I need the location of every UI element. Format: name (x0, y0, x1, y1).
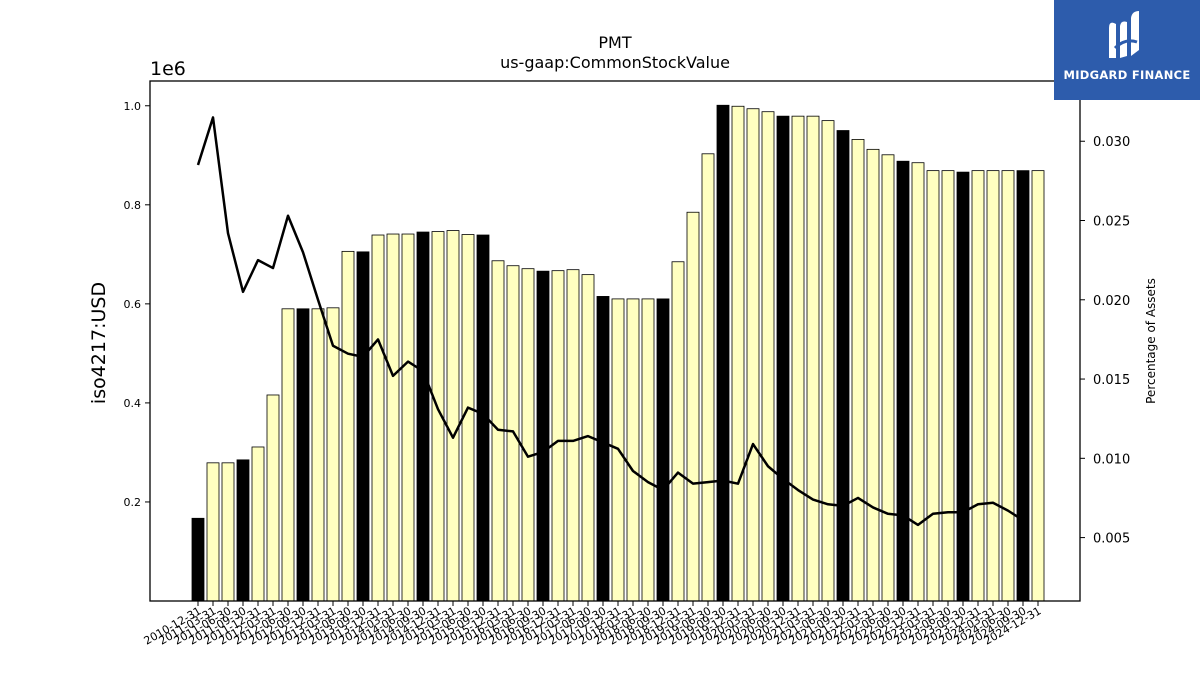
bars-layer (191, 104, 1045, 602)
bar (236, 459, 250, 602)
chart-subtitle: us-gaap:CommonStockValue (500, 53, 730, 72)
bar (926, 170, 940, 602)
bar (911, 162, 925, 602)
bar (956, 171, 970, 602)
chart-title: PMT (598, 33, 631, 52)
bar (686, 211, 700, 602)
bar (701, 153, 715, 602)
bar (731, 105, 745, 602)
y-tick-label: 0.6 (124, 298, 142, 311)
bar (746, 108, 760, 602)
bar (266, 394, 280, 602)
bar (536, 270, 550, 602)
plot-frame (149, 80, 1081, 602)
bar (836, 130, 850, 602)
logo-text: MIDGARD FINANCE (1063, 68, 1191, 82)
bar (281, 308, 295, 602)
bar (641, 298, 655, 602)
percent-of-assets-line (196, 116, 1024, 527)
bar (1031, 170, 1045, 602)
bar (596, 296, 610, 602)
bar (851, 139, 865, 602)
bar (761, 111, 775, 602)
bar (221, 462, 235, 602)
bar (1016, 170, 1030, 602)
y-offset-label: 1e6 (150, 58, 186, 80)
bar (671, 261, 685, 602)
bar (881, 154, 895, 602)
bar (551, 270, 565, 602)
line-layer (196, 116, 1024, 527)
bar (941, 170, 955, 602)
y2-tick-label: 0.005 (1093, 532, 1130, 547)
bar (716, 104, 730, 602)
axes-layer: 0.2 0.4 0.6 0.8 1.0 0.005 0.010 0.015 0.020 0.025… (124, 100, 1131, 648)
midgard-logo-icon (1109, 11, 1139, 59)
bar (521, 268, 535, 602)
bar (806, 115, 820, 602)
bar (626, 298, 640, 602)
y2-tick-label: 0.030 (1093, 135, 1130, 150)
bar (866, 148, 880, 602)
y2-tick-label: 0.015 (1093, 373, 1130, 388)
bar (251, 446, 265, 602)
bar (791, 115, 805, 602)
bar (401, 233, 415, 602)
bar (986, 170, 1000, 602)
y2-tick-label: 0.010 (1093, 452, 1130, 467)
bar (656, 298, 670, 602)
bar (971, 170, 985, 602)
bar (776, 115, 790, 602)
bar (821, 120, 835, 602)
bar (446, 230, 460, 602)
bar (371, 234, 385, 602)
y-axis-label: iso4217:USD (88, 282, 110, 404)
y-tick-label: 0.8 (124, 199, 142, 212)
y-tick-label: 0.2 (124, 496, 142, 509)
bar (296, 308, 310, 602)
bar (191, 517, 205, 602)
midgard-finance-logo: MIDGARD FINANCE (1054, 0, 1200, 100)
bar (416, 231, 430, 602)
bar (386, 233, 400, 602)
bar (341, 250, 355, 602)
bar (206, 462, 220, 602)
bar (311, 308, 325, 602)
bar (566, 269, 580, 602)
y2-tick-label: 0.020 (1093, 294, 1130, 309)
y-tick-label: 1.0 (124, 100, 142, 113)
bar (896, 160, 910, 602)
y2-tick-label: 0.025 (1093, 215, 1130, 230)
y2-axis-label: Percentage of Assets (1144, 278, 1158, 404)
bar (356, 251, 370, 602)
bar (326, 307, 340, 602)
y-tick-label: 0.4 (124, 397, 142, 410)
bar (1001, 170, 1015, 602)
